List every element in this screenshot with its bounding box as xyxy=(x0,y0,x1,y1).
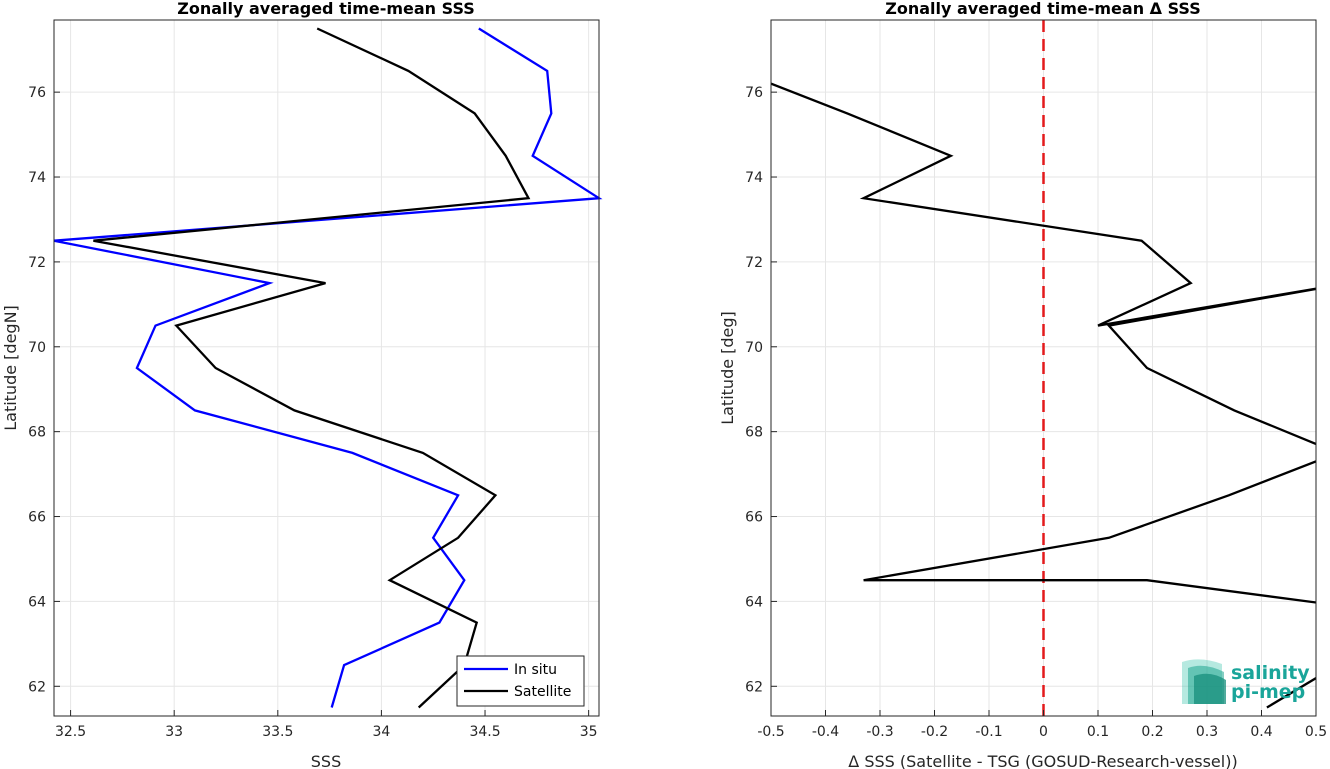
x-axis-label: SSS xyxy=(311,752,341,769)
x-tick-label: 0.5 xyxy=(1305,724,1327,740)
series-line-in-situ xyxy=(53,27,603,708)
x-axis-label: Δ SSS (Satellite - TSG (GOSUD-Research-v… xyxy=(848,752,1237,769)
y-axis-label: Latitude [degN] xyxy=(1,305,20,431)
series-group xyxy=(771,20,1316,716)
x-tick-label: 0 xyxy=(1039,724,1048,740)
y-tick-label: 62 xyxy=(745,679,763,695)
x-tick-label: 35 xyxy=(580,724,598,740)
x-tick-label: 0.3 xyxy=(1196,724,1218,740)
x-tick-label: 0.4 xyxy=(1250,724,1272,740)
y-tick-label: 64 xyxy=(745,594,763,610)
x-tick-label: 33.5 xyxy=(262,724,293,740)
x-tick-label: 34 xyxy=(373,724,391,740)
y-tick-label: 62 xyxy=(28,679,46,695)
x-tick-label: 0.2 xyxy=(1141,724,1163,740)
x-tick-label: -0.3 xyxy=(866,724,893,740)
x-tick-label: -0.2 xyxy=(921,724,948,740)
y-tick-label: 66 xyxy=(28,510,46,526)
y-tick-label: 76 xyxy=(745,85,763,101)
y-tick-label: 68 xyxy=(745,425,763,441)
y-tick-label: 74 xyxy=(745,170,763,186)
series-line-delta-sss xyxy=(771,82,1316,709)
y-tick-label: 68 xyxy=(28,425,46,441)
grid xyxy=(54,20,599,716)
x-tick-label: 0.1 xyxy=(1087,724,1109,740)
series-line-satellite xyxy=(93,27,531,709)
panel-sss: 32.5 33 33.5 34 34.5 35 62 64 66 68 70 72 74 76 Zonal… xyxy=(1,0,603,769)
plot-area xyxy=(54,20,599,716)
legend-label-in-situ: In situ xyxy=(514,662,557,678)
y-tick-label: 72 xyxy=(745,255,763,271)
ticks: -0.5 -0.4 -0.3 -0.2 -0.1 0 0.1 0.2 0.3 0.4 0.5 62 64… xyxy=(745,85,1327,740)
y-tick-label: 76 xyxy=(28,85,46,101)
y-tick-label: 66 xyxy=(745,510,763,526)
legend-label-satellite: Satellite xyxy=(514,684,571,700)
y-axis-label: Latitude [deg] xyxy=(718,311,737,425)
y-tick-label: 72 xyxy=(28,255,46,271)
x-tick-label: 32.5 xyxy=(55,724,86,740)
y-tick-label: 74 xyxy=(28,170,46,186)
chart-title: Zonally averaged time-mean SSS xyxy=(177,0,475,18)
logo-line1: salinity xyxy=(1231,662,1310,684)
chart-title: Zonally averaged time-mean Δ SSS xyxy=(885,0,1201,18)
panel-delta-sss: -0.5 -0.4 -0.3 -0.2 -0.1 0 0.1 0.2 0.3 0.4 0.5 62 64… xyxy=(718,0,1327,769)
x-tick-label: 34.5 xyxy=(469,724,500,740)
legend: In situ Satellite xyxy=(456,655,585,707)
y-tick-label: 70 xyxy=(745,340,763,356)
salinity-pi-mep-logo: salinity pi-mep xyxy=(1182,659,1310,704)
y-tick-label: 64 xyxy=(28,594,46,610)
legend-box xyxy=(456,655,585,707)
logo-line2: pi-mep xyxy=(1231,681,1305,703)
plot-frame xyxy=(53,19,600,717)
x-tick-label: -0.5 xyxy=(757,724,784,740)
logo-wave-icon xyxy=(1194,673,1226,704)
x-tick-label: -0.1 xyxy=(975,724,1002,740)
x-tick-label: 33 xyxy=(165,724,183,740)
x-tick-label: -0.4 xyxy=(812,724,839,740)
ticks: 32.5 33 33.5 34 34.5 35 62 64 66 68 70 72 74 76 xyxy=(28,85,597,740)
series-group xyxy=(53,27,603,709)
y-tick-label: 70 xyxy=(28,340,46,356)
